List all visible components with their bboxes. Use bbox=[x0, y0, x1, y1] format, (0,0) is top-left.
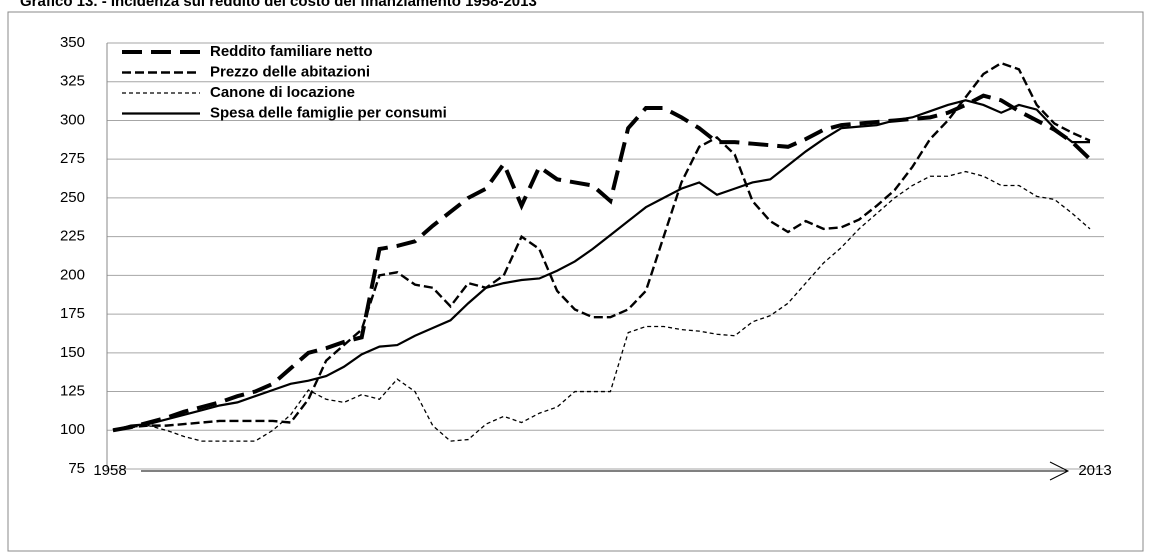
data-line bbox=[112, 170, 1091, 442]
chart-frame bbox=[7, 11, 1144, 552]
y-tick-label: 300 bbox=[60, 111, 85, 128]
y-tick-label: 250 bbox=[60, 189, 85, 206]
x-tick-label: 2013 bbox=[1078, 462, 1111, 479]
y-tick-label: 225 bbox=[60, 228, 85, 245]
y-tick-label: 350 bbox=[60, 34, 85, 51]
data-line bbox=[112, 61, 1091, 432]
y-tick-label: 150 bbox=[60, 344, 85, 361]
x-arrow-head bbox=[1049, 461, 1070, 481]
y-tick-label: 275 bbox=[60, 150, 85, 167]
x-tick-label: 1958 bbox=[93, 462, 126, 479]
y-tick-label: 100 bbox=[60, 421, 85, 438]
legend-label: Prezzo delle abitazioni bbox=[210, 63, 370, 80]
data-line bbox=[112, 99, 1090, 432]
y-tick-label: 175 bbox=[60, 305, 85, 322]
chart-title: Grafico 13. - Incidenza sul reddito del … bbox=[20, 0, 537, 10]
data-line bbox=[112, 93, 1092, 433]
y-tick-label: 200 bbox=[60, 266, 85, 283]
y-tick-label: 325 bbox=[60, 73, 85, 90]
y-tick-label: 75 bbox=[68, 460, 85, 477]
legend-label: Canone di locazione bbox=[210, 84, 355, 101]
legend-label: Spesa delle famiglie per consumi bbox=[210, 104, 447, 121]
y-tick-label: 125 bbox=[60, 383, 85, 400]
legend-label: Reddito familiare netto bbox=[210, 43, 373, 60]
